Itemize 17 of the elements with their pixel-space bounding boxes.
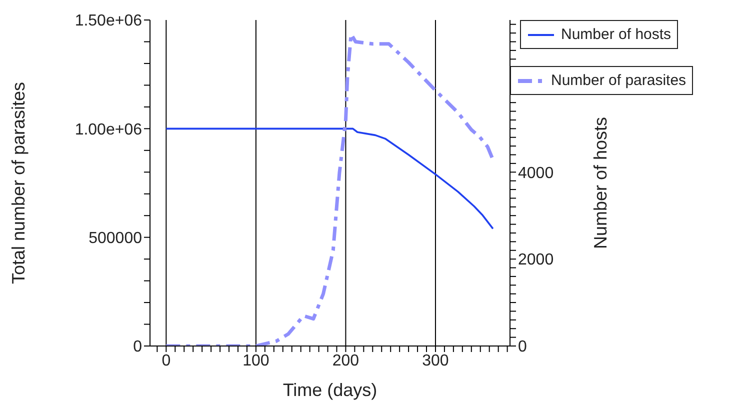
legend-label: Number of parasites: [551, 72, 686, 89]
x-axis-title: Time (days): [282, 380, 378, 400]
line-series: [165, 128, 494, 230]
x-tick-label: 100: [242, 352, 270, 370]
y2-tick-label: 2000: [518, 252, 554, 269]
x-tick-label: 300: [422, 352, 449, 370]
y2-tick-label: 0: [518, 338, 527, 356]
y-tick-label: 500000: [88, 230, 142, 248]
y2-axis-title: Number of hosts: [590, 116, 610, 250]
legend-label: Number of hosts: [561, 26, 672, 43]
x-tick-label: 200: [332, 352, 360, 370]
y-tick-label: 1.50e+06: [74, 12, 142, 30]
y-axis-title: Total number of parasites: [8, 82, 28, 284]
x-tick-label: 0: [162, 352, 171, 370]
y2-tick-label: 4000: [518, 164, 554, 182]
y-tick-label: 0: [133, 338, 142, 356]
y-tick-label: 1.00e+06: [74, 121, 142, 138]
